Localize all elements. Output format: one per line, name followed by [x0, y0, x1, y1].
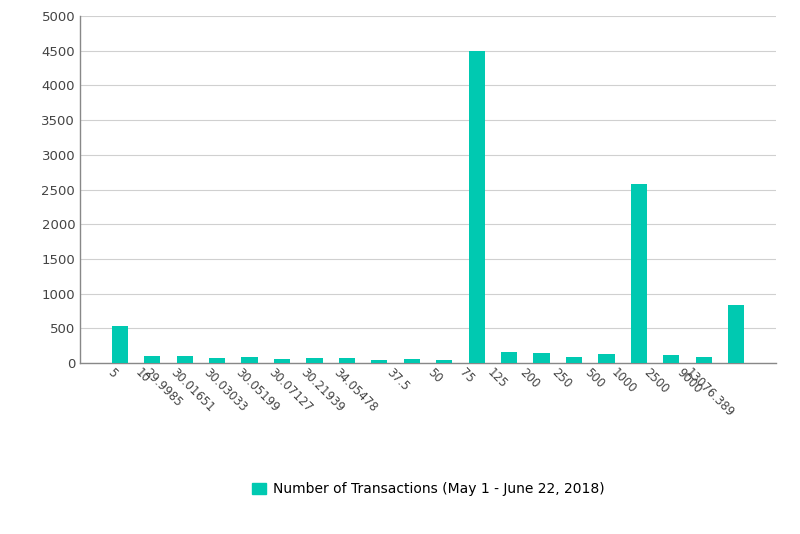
Legend: Number of Transactions (May 1 - June 22, 2018): Number of Transactions (May 1 - June 22,…	[246, 477, 610, 502]
Bar	[630, 184, 647, 363]
Bar	[306, 358, 322, 363]
Bar	[242, 357, 258, 363]
Bar	[728, 305, 744, 363]
Bar	[209, 358, 226, 363]
Bar	[436, 360, 452, 363]
Bar	[663, 355, 679, 363]
Bar	[696, 357, 712, 363]
Bar	[112, 326, 128, 363]
Bar	[501, 352, 518, 363]
Bar	[534, 353, 550, 363]
Bar	[144, 356, 160, 363]
Bar	[566, 357, 582, 363]
Bar	[177, 356, 193, 363]
Bar	[274, 359, 290, 363]
Bar	[598, 355, 614, 363]
Bar	[469, 51, 485, 363]
Bar	[338, 358, 355, 363]
Bar	[371, 360, 387, 363]
Bar	[404, 359, 420, 363]
